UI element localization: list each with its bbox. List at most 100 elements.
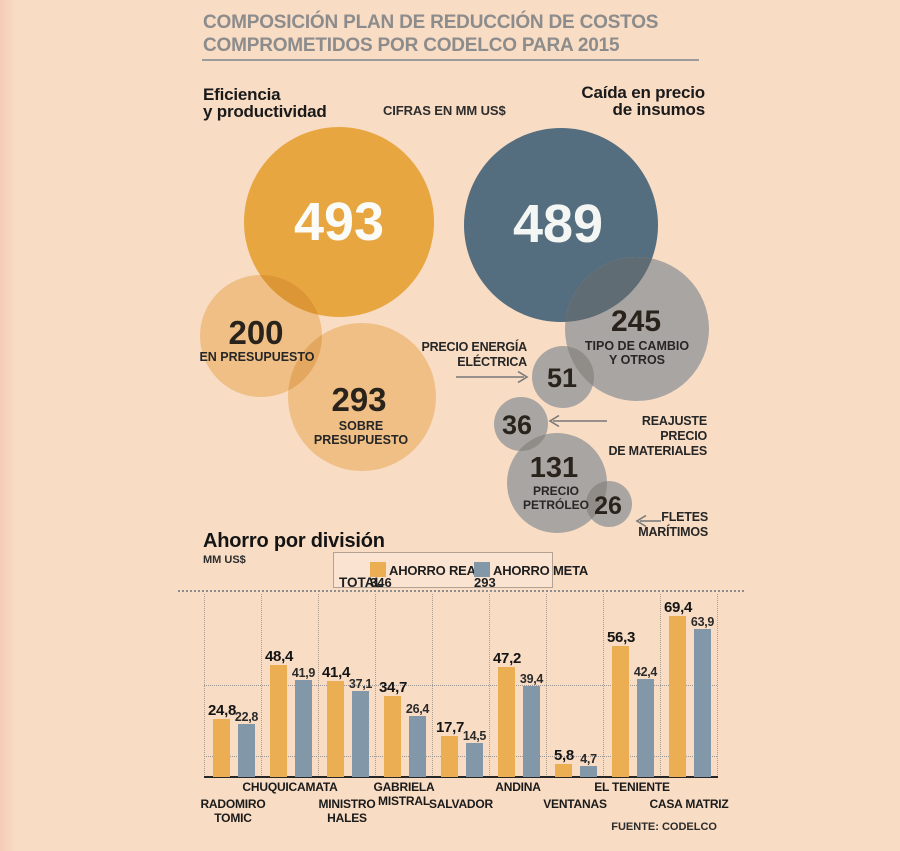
- bar-meta-value-7: 42,4: [633, 664, 658, 679]
- category-label-line: MINISTRO: [318, 797, 376, 811]
- bar-real-2: [327, 680, 344, 777]
- category-label-line: GABRIELA: [373, 780, 435, 794]
- title-underline: [202, 59, 699, 61]
- bar-real-3: [384, 696, 401, 777]
- category-label-4: SALVADOR: [401, 797, 521, 812]
- bar-meta-2: [352, 690, 369, 777]
- grid-separator: [717, 594, 718, 777]
- callout-precio-energia: PRECIO ENERGÍA ELÉCTRICA: [377, 340, 527, 370]
- bar-meta-value-3: 26,4: [405, 701, 430, 716]
- bar-chart-units: MM US$: [203, 554, 246, 566]
- bubble-293-label-line1: SOBRE: [339, 419, 383, 433]
- category-label-5: ANDINA: [458, 780, 578, 795]
- bar-real-value-2: 41,4: [322, 663, 350, 681]
- bar-real-4: [441, 735, 458, 777]
- bar-meta-7: [637, 678, 654, 777]
- callout-reajuste-line2: DE MATERIALES: [608, 444, 707, 458]
- bubble-293-label-line2: PRESUPUESTO: [314, 433, 409, 447]
- category-label-line: ANDINA: [495, 780, 541, 794]
- bar-real-value-5: 47,2: [493, 650, 521, 668]
- bubble-131: [507, 433, 607, 533]
- bar-meta-0: [238, 724, 255, 777]
- bar-real-6: [555, 763, 572, 777]
- left-group-header: Eficiencia y productividad: [203, 86, 403, 120]
- category-label-3: GABRIELA MISTRAL: [344, 780, 464, 808]
- bubble-131-label-line1: PRECIO: [533, 484, 579, 498]
- main-title-line2: COMPROMETIDOS POR CODELCO PARA 2015: [203, 35, 620, 56]
- legend-real-label: AHORRO REAL: [389, 563, 484, 578]
- bar-meta-value-2: 37,1: [348, 676, 373, 691]
- main-title: COMPOSICIÓN PLAN DE REDUCCIÓN DE COSTOS …: [203, 11, 723, 57]
- bubble-51-value: 51: [547, 363, 577, 393]
- bubble-36-value: 36: [502, 410, 532, 440]
- bar-meta-1: [295, 679, 312, 777]
- bar-real-value-8: 69,4: [664, 598, 692, 616]
- arrow-energia-head-right: [517, 370, 529, 384]
- legend-meta-label: AHORRO META: [493, 563, 589, 578]
- bar-real-1: [270, 664, 287, 777]
- legend-meta-total: 293: [474, 575, 496, 590]
- callout-fletes-line1: FLETES: [661, 510, 708, 524]
- legend-swatch-real: [370, 562, 386, 577]
- bubble-26-value: 26: [594, 492, 622, 520]
- bar-meta-5: [523, 685, 540, 777]
- arrow-reajuste-head-left: [548, 414, 560, 428]
- bubble-200-value: 200: [228, 314, 283, 351]
- callout-fletes: FLETES MARÍTIMOS: [628, 510, 708, 540]
- category-label-line: VENTANAS: [543, 797, 607, 811]
- callout-reajuste-line1: REAJUSTE PRECIO: [641, 414, 707, 443]
- legend: TOTAL AHORRO REAL 346 AHORRO META 293: [333, 552, 588, 590]
- bubble-493-value: 493: [294, 192, 384, 252]
- bar-meta-value-4: 14,5: [462, 729, 487, 744]
- callout-precio-energia-line2: ELÉCTRICA: [457, 355, 527, 369]
- bar-meta-value-8: 63,9: [690, 614, 715, 629]
- overlap-489-245: [565, 257, 658, 322]
- category-label-6: VENTANAS: [515, 797, 635, 812]
- callout-fletes-line2: MARÍTIMOS: [638, 525, 708, 539]
- arrow-fletes-head-left: [635, 514, 647, 528]
- category-label-line: MISTRAL: [378, 793, 430, 808]
- right-group-header-line2: de insumos: [612, 100, 706, 119]
- bubble-131-value: 131: [530, 452, 578, 484]
- category-label-line: TOMIC: [214, 810, 252, 825]
- bar-meta-4: [466, 743, 483, 777]
- bubble-293: [288, 323, 436, 471]
- bar-real-7: [612, 646, 629, 777]
- callout-precio-energia-line1: PRECIO ENERGÍA: [421, 340, 527, 354]
- bubble-245-label-line1: TIPO DE CAMBIO: [585, 339, 689, 353]
- category-label-7: EL TENIENTE: [572, 780, 692, 795]
- source-credit: FUENTE: CODELCO: [611, 821, 717, 833]
- right-group-header: Caída en precio de insumos: [505, 84, 705, 118]
- bar-meta-3: [409, 715, 426, 777]
- right-group-header-line1: Caída en precio: [581, 83, 705, 102]
- category-label-8: CASA MATRIZ: [629, 797, 749, 812]
- category-label-1: CHUQUICAMATA: [230, 780, 350, 795]
- bar-meta-value-1: 41,9: [291, 665, 316, 680]
- x-axis-line: [203, 776, 718, 778]
- callout-reajuste: REAJUSTE PRECIO DE MATERIALES: [607, 414, 707, 459]
- bar-real-value-7: 56,3: [607, 629, 635, 647]
- bar-real-0: [213, 719, 230, 777]
- bar-real-value-1: 48,4: [265, 647, 293, 665]
- bar-meta-value-0: 22,8: [234, 710, 259, 725]
- bubble-493: [244, 127, 434, 317]
- category-label-line: EL TENIENTE: [594, 780, 670, 794]
- bar-real-5: [498, 667, 515, 777]
- chart-top-border: [178, 590, 744, 592]
- gridline: [204, 685, 717, 686]
- bar-meta-value-5: 39,4: [519, 671, 544, 686]
- category-label-line: CHUQUICAMATA: [242, 780, 338, 794]
- bar-chart-title: Ahorro por división: [203, 530, 385, 552]
- left-group-header-line2: y productividad: [203, 102, 327, 121]
- gridline: [204, 756, 717, 757]
- main-title-line1: COMPOSICIÓN PLAN DE REDUCCIÓN DE COSTOS: [203, 12, 659, 33]
- bar-real-value-6: 5,8: [554, 746, 574, 764]
- bubble-489-value: 489: [513, 194, 603, 254]
- category-label-line: CASA MATRIZ: [649, 797, 729, 811]
- left-group-header-line1: Eficiencia: [203, 85, 281, 104]
- category-label-line: SALVADOR: [429, 797, 493, 811]
- bar-meta-6: [580, 766, 597, 777]
- bubble-36: [494, 397, 548, 451]
